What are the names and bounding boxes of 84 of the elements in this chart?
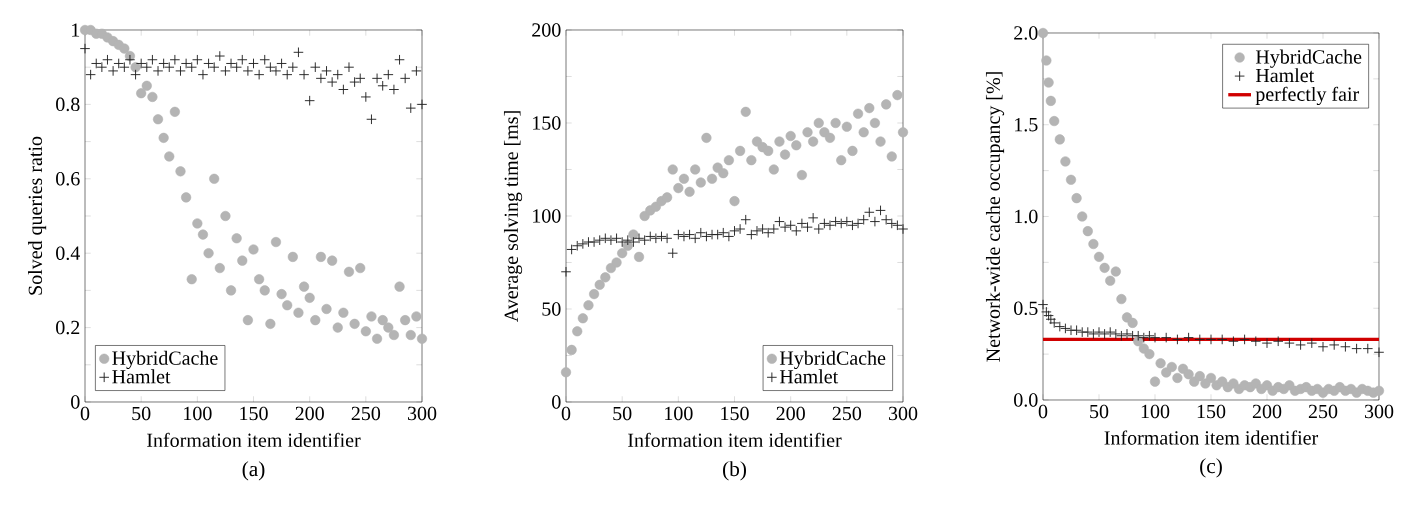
y-tick-label: 50 (542, 302, 561, 316)
x-tick-label: 150 (240, 406, 268, 421)
x-axis-title: Information item identifier (628, 432, 842, 448)
point (1183, 332, 1194, 343)
point (1110, 328, 1122, 340)
point (1340, 341, 1351, 353)
y-tick-label: 0.2 (56, 320, 80, 335)
x-tick-label: 200 (295, 406, 324, 421)
point (1160, 332, 1172, 343)
x-tick-label: 50 (613, 406, 632, 421)
y-tick-label: 0.4 (56, 246, 80, 260)
point (1172, 334, 1183, 345)
point (1104, 326, 1116, 338)
y-axis-title: Network-wide cache occupancy [%] (985, 72, 1005, 362)
point (1272, 336, 1284, 347)
y-tick-label: 0.0 (1014, 393, 1038, 407)
x-tick-label: 300 (888, 406, 918, 421)
point (1082, 326, 1094, 338)
point (1149, 332, 1161, 343)
legend-label: Hamlet (112, 369, 171, 384)
text: (b) (723, 461, 747, 481)
x-axis-title: Information item identifier (1104, 430, 1319, 445)
y-tick-label: 1 (72, 23, 80, 37)
point (1093, 326, 1105, 338)
legend-label: Hamlet (779, 369, 839, 384)
x-tick-label: 100 (1141, 404, 1170, 419)
y-tick-label: 200 (532, 23, 561, 37)
x-tick-label: 100 (184, 406, 212, 421)
point (1060, 323, 1071, 334)
x-tick-label: 0 (1038, 404, 1048, 419)
point (1121, 328, 1133, 340)
point (1239, 334, 1250, 345)
x-tick-label: 150 (721, 406, 749, 421)
y-tick-label: 0 (71, 395, 80, 409)
point (1373, 347, 1385, 358)
y-axis-title: Average solving time [ms] (503, 111, 523, 322)
point (1071, 324, 1082, 336)
point (1317, 341, 1329, 353)
point (1328, 339, 1340, 351)
y-tick-label: 100 (533, 209, 561, 223)
y-tick-label: 0 (552, 395, 561, 409)
y-tick-label: 1.5 (1015, 118, 1038, 132)
point (1362, 343, 1374, 354)
y-tick-label: 0.8 (56, 97, 80, 112)
text: (c) (1200, 458, 1222, 478)
point (1144, 330, 1155, 342)
y-tick-label: 150 (533, 116, 561, 130)
point (1116, 330, 1127, 342)
y-axis-title: Solved queries ratio (28, 136, 47, 295)
x-tick-label: 300 (407, 406, 437, 421)
legend-label: perfectly fair (1255, 86, 1360, 106)
point (1261, 337, 1273, 349)
x-axis-title: Information item identifier (147, 432, 361, 448)
x-tick-label: 200 (776, 406, 805, 421)
point (1099, 328, 1110, 340)
text: (a) (242, 461, 265, 481)
point (1250, 336, 1262, 347)
y-tick-label: 0.6 (56, 172, 80, 186)
y-tick-label: 0.5 (1014, 301, 1038, 316)
x-tick-label: 200 (1252, 404, 1282, 419)
point (1216, 334, 1228, 345)
point (1205, 334, 1217, 345)
point (1306, 337, 1318, 349)
legend-label: HybridCache (779, 350, 886, 369)
x-tick-label: 250 (1308, 404, 1338, 419)
point (1088, 328, 1099, 340)
point (1194, 334, 1206, 345)
legend-label: HybridCache (112, 350, 218, 369)
x-tick-label: 50 (1090, 404, 1109, 419)
y-tick-label: 1.0 (1015, 209, 1038, 224)
x-tick-label: 100 (665, 406, 693, 421)
y-tick-label: 2.0 (1014, 26, 1038, 40)
legend-label: Hamlet (1255, 68, 1315, 83)
x-tick-label: 250 (832, 406, 862, 421)
point (1284, 337, 1295, 349)
x-tick-label: 50 (132, 406, 151, 421)
x-tick-label: 300 (1364, 404, 1394, 419)
point (1295, 339, 1306, 351)
point (1351, 343, 1362, 354)
point (1228, 336, 1239, 347)
legend-label: HybridCache (1255, 49, 1362, 68)
x-tick-label: 0 (561, 406, 571, 421)
x-tick-label: 150 (1197, 404, 1226, 419)
x-tick-label: 250 (351, 406, 381, 421)
